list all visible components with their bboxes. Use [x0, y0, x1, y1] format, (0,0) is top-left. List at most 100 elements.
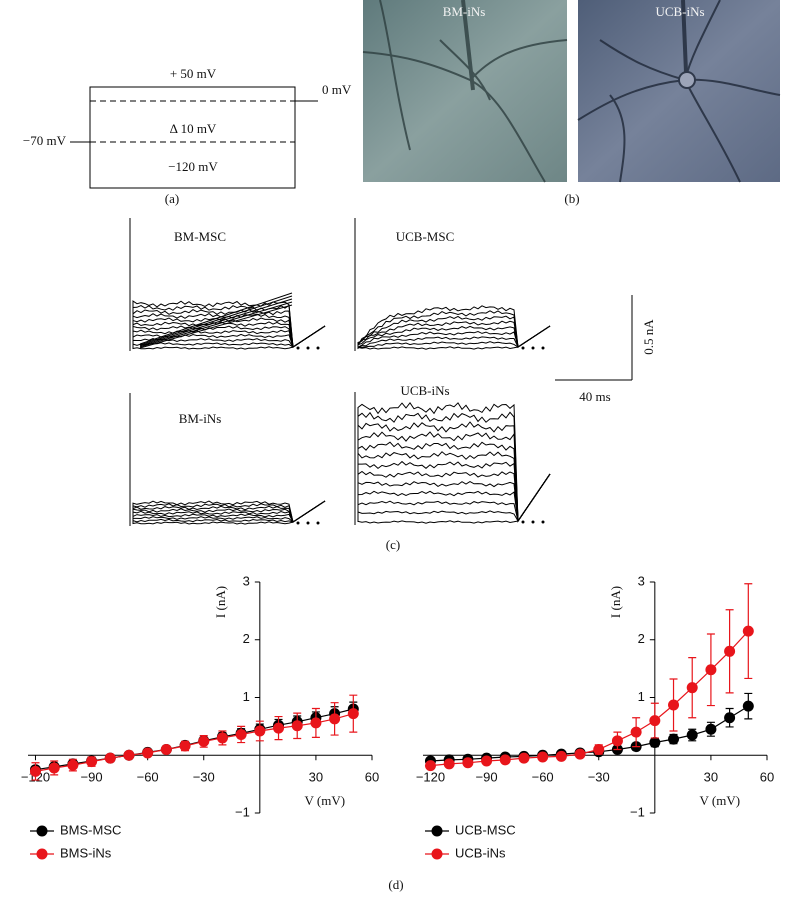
trace — [357, 451, 551, 523]
marker — [142, 747, 154, 759]
y-tick-label: 1 — [638, 689, 645, 704]
marker — [347, 708, 359, 720]
y-axis-title: I (nA) — [608, 586, 623, 618]
marker — [179, 740, 191, 752]
trace-label: UCB-iNs — [400, 383, 449, 398]
y-tick-label: 3 — [243, 573, 250, 588]
x-tick-label: −120 — [416, 770, 445, 785]
y-tick-label: 1 — [243, 689, 250, 704]
trace — [132, 500, 326, 523]
trace-label: BM-iNs — [179, 411, 222, 426]
y-tick-label: 2 — [638, 631, 645, 646]
image-label: UCB-iNs — [655, 4, 704, 19]
marker — [574, 748, 586, 760]
trace-label: UCB-MSC — [396, 229, 455, 244]
marker — [216, 732, 228, 744]
y-tick-label: −1 — [630, 804, 645, 819]
legend-marker — [431, 825, 443, 837]
panel-label: (d) — [388, 877, 403, 892]
marker — [235, 728, 247, 740]
legend-marker — [36, 825, 48, 837]
marker — [443, 758, 455, 770]
trace — [132, 313, 326, 348]
legend-marker — [431, 848, 443, 860]
x-tick-label: −30 — [588, 770, 610, 785]
label: −70 mV — [23, 133, 67, 148]
dot — [531, 346, 535, 350]
trace — [357, 460, 551, 523]
trace — [132, 500, 326, 523]
dot — [541, 520, 545, 524]
legend-label: BMS-iNs — [60, 845, 112, 860]
panel-label: (b) — [564, 191, 579, 206]
trace — [139, 292, 293, 345]
trace — [132, 500, 326, 523]
trace — [132, 300, 326, 348]
trace — [132, 500, 326, 523]
marker — [724, 712, 736, 724]
marker — [705, 664, 717, 676]
series-line — [430, 630, 749, 767]
protocol-diagram — [70, 86, 318, 189]
trace — [139, 304, 293, 349]
marker — [593, 743, 605, 755]
dot — [521, 520, 525, 524]
traces — [129, 218, 551, 526]
trace — [357, 470, 551, 523]
trace — [357, 320, 551, 348]
dot — [306, 521, 310, 525]
micrograph — [577, 0, 781, 183]
trace — [357, 473, 551, 522]
x-axis-title: V (mV) — [305, 793, 346, 808]
label: + 50 mV — [170, 66, 217, 81]
marker — [724, 645, 736, 657]
marker — [630, 726, 642, 738]
x-tick-label: 30 — [309, 770, 323, 785]
marker — [742, 700, 754, 712]
trace — [357, 473, 551, 523]
trace — [357, 431, 551, 523]
dot — [531, 520, 535, 524]
x-axis-title: V (mV) — [700, 793, 741, 808]
marker — [310, 717, 322, 729]
x-tick-label: −30 — [193, 770, 215, 785]
scale-label: 0.5 nA — [641, 319, 656, 355]
x-tick-label: 60 — [365, 770, 379, 785]
dot — [541, 346, 545, 350]
trace — [357, 441, 551, 523]
y-axis-title: I (nA) — [213, 586, 228, 618]
trace — [132, 325, 326, 348]
trace — [357, 325, 551, 350]
trace — [357, 325, 551, 348]
panel-label: (a) — [165, 191, 179, 206]
marker — [686, 729, 698, 741]
marker — [123, 749, 135, 761]
x-tick-label: 30 — [704, 770, 718, 785]
marker — [424, 760, 436, 772]
dot — [296, 346, 300, 350]
panel-label: (c) — [386, 537, 400, 552]
trace — [357, 411, 551, 523]
marker — [518, 752, 530, 764]
marker — [555, 750, 567, 762]
trace — [139, 295, 293, 346]
marker — [86, 756, 98, 768]
series-line — [430, 705, 749, 762]
trace — [132, 321, 326, 348]
marker — [481, 755, 493, 767]
trace — [132, 325, 326, 348]
scale-label: 40 ms — [579, 389, 610, 404]
trace — [357, 315, 551, 348]
marker — [649, 737, 661, 749]
charts: −120 −90 −60 −30 30 60 −1 1 2 3 I (nA) V (mV) BMS-MS… — [21, 573, 774, 860]
trace — [132, 325, 326, 348]
marker — [291, 720, 303, 732]
trace — [132, 308, 326, 348]
marker — [686, 682, 698, 694]
trace — [357, 421, 551, 523]
legend-label: UCB-iNs — [455, 845, 506, 860]
trace — [357, 325, 551, 348]
trace — [357, 473, 551, 523]
x-tick-label: −90 — [81, 770, 103, 785]
marker — [160, 743, 172, 755]
